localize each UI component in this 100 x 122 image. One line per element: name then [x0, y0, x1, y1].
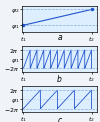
- Text: c: c: [57, 116, 62, 122]
- Text: b: b: [57, 75, 62, 84]
- Text: a: a: [57, 33, 62, 42]
